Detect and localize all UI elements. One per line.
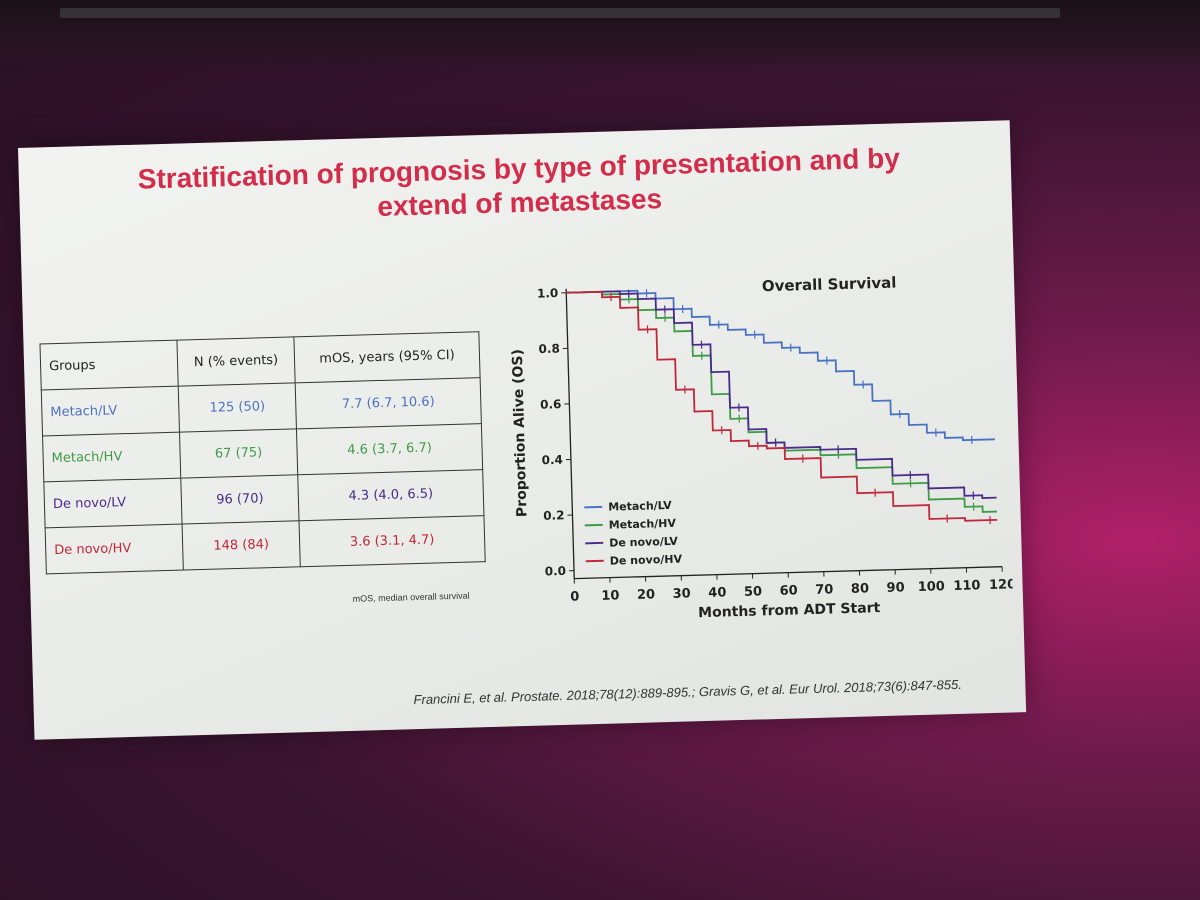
ceiling-lighting-rig bbox=[0, 0, 1200, 70]
legend-label: De novo/LV bbox=[609, 535, 678, 550]
series-line-de-novo-hv bbox=[566, 290, 998, 522]
y-axis-line bbox=[565, 288, 575, 579]
x-tick-label: 0 bbox=[570, 590, 579, 605]
legend-swatch bbox=[585, 541, 604, 545]
legend-label: Metach/LV bbox=[608, 499, 672, 514]
x-tick-label: 70 bbox=[815, 582, 834, 597]
series-line-metach-hv bbox=[566, 290, 997, 513]
chart-title: Overall Survival bbox=[762, 274, 897, 296]
y-tick-label: 0.0 bbox=[545, 564, 567, 579]
legend-swatch bbox=[584, 505, 603, 509]
header-mos: mOS, years (95% CI) bbox=[293, 331, 481, 383]
footnote: mOS, median overall survival bbox=[352, 590, 470, 604]
slide-title: Stratification of prognosis by type of p… bbox=[78, 140, 960, 233]
cell-mos: 4.3 (4.0, 6.5) bbox=[297, 469, 484, 521]
header-groups: Groups bbox=[39, 340, 179, 390]
y-tick-label: 0.8 bbox=[538, 342, 560, 357]
x-tick-label: 120 bbox=[989, 577, 1014, 593]
x-tick-label: 110 bbox=[953, 578, 981, 594]
presentation-slide: Stratification of prognosis by type of p… bbox=[18, 120, 1027, 740]
cell-n: 67 (75) bbox=[179, 428, 298, 479]
series-line-de-novo-lv bbox=[566, 290, 997, 499]
y-tick-label: 0.4 bbox=[541, 453, 563, 468]
legend-label: De novo/HV bbox=[610, 553, 683, 568]
y-tick-label: 0.6 bbox=[540, 397, 562, 412]
cell-n: 148 (84) bbox=[182, 520, 301, 571]
groups-table: Groups N (% events) mOS, years (95% CI) … bbox=[39, 331, 486, 574]
cell-group: De novo/HV bbox=[45, 524, 184, 574]
citation: Francini E, et al. Prostate. 2018;78(12)… bbox=[413, 676, 963, 708]
y-axis-label: Proportion Alive (OS) bbox=[510, 349, 531, 517]
header-n-events: N (% events) bbox=[176, 336, 296, 387]
cell-mos: 4.6 (3.7, 6.7) bbox=[296, 423, 483, 475]
survival-chart: 0 10 20 30 40 50 60 70 80 90 100 110 120 0.0 0.2 0.4 0.6… bbox=[510, 274, 1014, 622]
legend-swatch bbox=[585, 559, 604, 563]
ceiling-bar bbox=[60, 8, 1060, 18]
plot-layer: 0 10 20 30 40 50 60 70 80 90 100 110 120 0.0 0.2 0.4 0.6… bbox=[510, 274, 1014, 622]
y-tick-label: 1.0 bbox=[537, 286, 559, 301]
x-axis-label: Months from ADT Start bbox=[698, 600, 881, 621]
x-tick-label: 50 bbox=[744, 584, 763, 599]
x-tick-label: 80 bbox=[851, 581, 870, 596]
x-tick-label: 60 bbox=[779, 583, 798, 598]
x-tick-label: 100 bbox=[918, 579, 946, 595]
cell-group: Metach/LV bbox=[41, 386, 180, 436]
x-tick-label: 90 bbox=[886, 580, 905, 595]
series-line-metach-lv bbox=[566, 289, 995, 442]
cell-n: 96 (70) bbox=[180, 474, 300, 525]
x-tick-label: 40 bbox=[708, 585, 727, 600]
x-tick-label: 10 bbox=[601, 588, 620, 603]
cell-mos: 7.7 (6.7, 10.6) bbox=[295, 377, 482, 429]
x-tick-label: 20 bbox=[637, 587, 656, 602]
cell-mos: 3.6 (3.1, 4.7) bbox=[299, 515, 486, 567]
x-tick-label: 30 bbox=[672, 586, 691, 601]
legend-label: Metach/HV bbox=[609, 517, 677, 532]
cell-group: Metach/HV bbox=[42, 432, 181, 482]
cell-group: De novo/LV bbox=[43, 478, 183, 528]
y-tick-label: 0.2 bbox=[543, 508, 565, 523]
legend-swatch bbox=[584, 523, 603, 527]
cell-n: 125 (50) bbox=[178, 382, 297, 433]
